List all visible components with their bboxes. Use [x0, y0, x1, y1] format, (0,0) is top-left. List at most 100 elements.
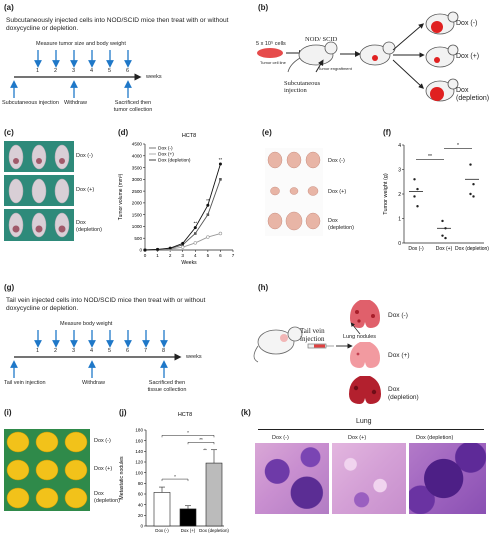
chart-d-y-tick-label: 2000 — [132, 201, 143, 206]
panel-e-group-dox-depletion: Dox (depletion) — [328, 218, 354, 231]
panel-a-week-5: 5 — [108, 68, 112, 74]
panel-g-week-8: 8 — [162, 348, 166, 354]
panel-k-header: Lung — [356, 418, 372, 425]
chart-d-point — [181, 245, 185, 249]
panel-b-engraftment-label: Tumor engraftment — [318, 66, 352, 71]
tumor-volume-chart: HCT8 0 500 1000 1500 2000 2500 3000 3500 4000 4500… — [118, 133, 235, 266]
panel-b-cell-line-label: Tumor cell line — [260, 60, 286, 65]
chart-d-legend-label: Dox (depletion) — [158, 158, 191, 164]
panel-d-label: (d) — [118, 128, 129, 137]
chart-f-point — [413, 195, 416, 198]
chart-d-x-tick-label: 3 — [181, 253, 184, 258]
panel-e-group-dox-plus: Dox (+) — [328, 189, 347, 195]
chart-f-y-tick-label: 0 — [398, 241, 401, 247]
panel-c-label: (c) — [4, 128, 14, 137]
chart-j-y-tick-label: 60 — [138, 492, 144, 497]
chart-d-x-tick-label: 0 — [144, 253, 147, 258]
chart-d-point — [193, 241, 197, 245]
tumor-weight-chart: 0 1 2 3 4 Tumor weight (g) Dox (-) Dox (+) Dox (… — [383, 143, 489, 252]
chart-d-point — [193, 232, 197, 235]
chart-d-point — [181, 241, 185, 245]
chart-f-category-label: Dox (-) — [408, 246, 424, 252]
panel-a-title: Subcutaneously injected cells into NOD/S… — [6, 17, 229, 33]
panel-b-strain-label: NOD/ SCID — [305, 36, 338, 43]
panel-b-group-dox-minus: Dox (-) — [456, 20, 478, 27]
chart-f-point — [441, 234, 444, 237]
panel-g-title: Tail vein injected cells into NOD/SCID m… — [6, 297, 206, 313]
panel-c-group-dox-depletion: Dox (depletion) — [76, 220, 102, 233]
panel-k-header-line — [258, 429, 484, 430]
chart-d-x-tick-label: 5 — [207, 253, 210, 258]
chart-j-bar — [153, 492, 171, 527]
chart-f-point — [444, 236, 447, 240]
panel-g-week-4: 4 — [90, 348, 94, 354]
panel-h-nodules-label: Lung nodules — [343, 334, 377, 340]
mouse-tumor-icon — [359, 41, 396, 66]
chart-d-annotation: ** — [193, 221, 197, 226]
chart-j-y-tick-label: 80 — [138, 481, 144, 486]
panel-g-week-6: 6 — [126, 348, 130, 354]
panel-g-week-5: 5 — [108, 348, 112, 354]
chart-d-point — [206, 213, 210, 216]
cell-dish-icon — [257, 48, 283, 58]
panel-g-injection-label: Tail vein injection — [4, 380, 46, 386]
chart-d-y-label: Tumor volume (mm³) — [118, 173, 124, 220]
panel-k-col-dox-depletion: Dox (depletion) — [416, 435, 454, 441]
chart-d-y-tick-label: 2500 — [132, 189, 143, 194]
chart-d-y-tick-label: 3000 — [132, 177, 143, 182]
panel-e-group-dox-minus: Dox (-) — [328, 158, 345, 164]
chart-f-category-label: Dox (depletion) — [455, 246, 489, 252]
chart-d-y-tick-label: 1000 — [132, 224, 143, 229]
chart-f-point — [441, 219, 444, 223]
panel-h-group-dox-minus: Dox (-) — [388, 312, 408, 319]
lung-dox-plus-icon — [350, 342, 380, 368]
lung-dox-depletion-icon — [349, 376, 381, 404]
chart-f-y-label: Tumor weight (g) — [383, 173, 389, 215]
chart-f-point — [472, 195, 475, 198]
panel-a-injection-label: Subcutaneous injection — [2, 100, 59, 106]
panel-g-weeks-label: weeks — [186, 354, 202, 360]
chart-d-x-tick-label: 4 — [194, 253, 197, 258]
chart-j-y-tick-label: 20 — [138, 513, 144, 518]
chart-d-x-label: Weeks — [181, 260, 197, 266]
panel-f-label: (f) — [383, 128, 391, 137]
metastatic-nodules-chart: HCT8 0 20 40 60 80 100 120 140 160 180 Metastatic n… — [119, 412, 229, 533]
histology-dox-depletion-image — [409, 443, 486, 514]
mouse-icon — [287, 41, 338, 73]
chart-d-title: HCT8 — [182, 133, 196, 139]
chart-j-y-tick-label: 140 — [135, 449, 143, 454]
panel-e-label: (e) — [262, 128, 272, 137]
chart-d-x-tick-label: 7 — [232, 253, 235, 258]
chart-f-y-tick-label: 3 — [398, 167, 401, 173]
panel-i-label: (i) — [4, 408, 12, 417]
chart-d-point — [218, 231, 223, 236]
histology-dox-plus-image — [332, 443, 406, 514]
chart-j-y-tick-label: 120 — [135, 460, 143, 465]
chart-d-point — [143, 248, 147, 252]
chart-d-point — [218, 162, 222, 166]
mouse-dox-plus-icon — [425, 44, 459, 68]
chart-j-y-label: Metastatic nodules — [119, 456, 125, 500]
panel-a-week-4: 4 — [90, 68, 94, 74]
chart-d-y-tick-label: 3500 — [132, 165, 143, 170]
chart-d-point — [168, 246, 172, 250]
panel-g-label: (g) — [4, 283, 15, 292]
chart-d-point — [156, 247, 160, 251]
panel-j-label: (j) — [119, 408, 127, 417]
chart-j-bar — [205, 462, 223, 527]
chart-f-point — [469, 163, 472, 166]
panel-b-label: (b) — [258, 3, 269, 12]
mouse-dox-minus-icon — [425, 11, 459, 35]
chart-d-point — [206, 235, 210, 239]
panel-i-group-dox-depletion: Dox (depletion) — [94, 491, 120, 504]
chart-d-y-tick-label: 4500 — [132, 142, 143, 147]
chart-d-legend-label: Dox (-) — [158, 146, 173, 152]
panel-i-lungs-photo — [4, 429, 90, 511]
histology-dox-minus-image — [255, 443, 329, 514]
chart-j-y-tick-label: 0 — [140, 524, 143, 529]
chart-f-point — [416, 205, 419, 208]
panel-i-group-dox-plus: Dox (+) — [94, 466, 113, 472]
panel-i-group-dox-minus: Dox (-) — [94, 438, 111, 444]
chart-j-annotation: ** — [203, 448, 207, 453]
panel-g-withdraw-label: Withdraw — [82, 380, 105, 386]
